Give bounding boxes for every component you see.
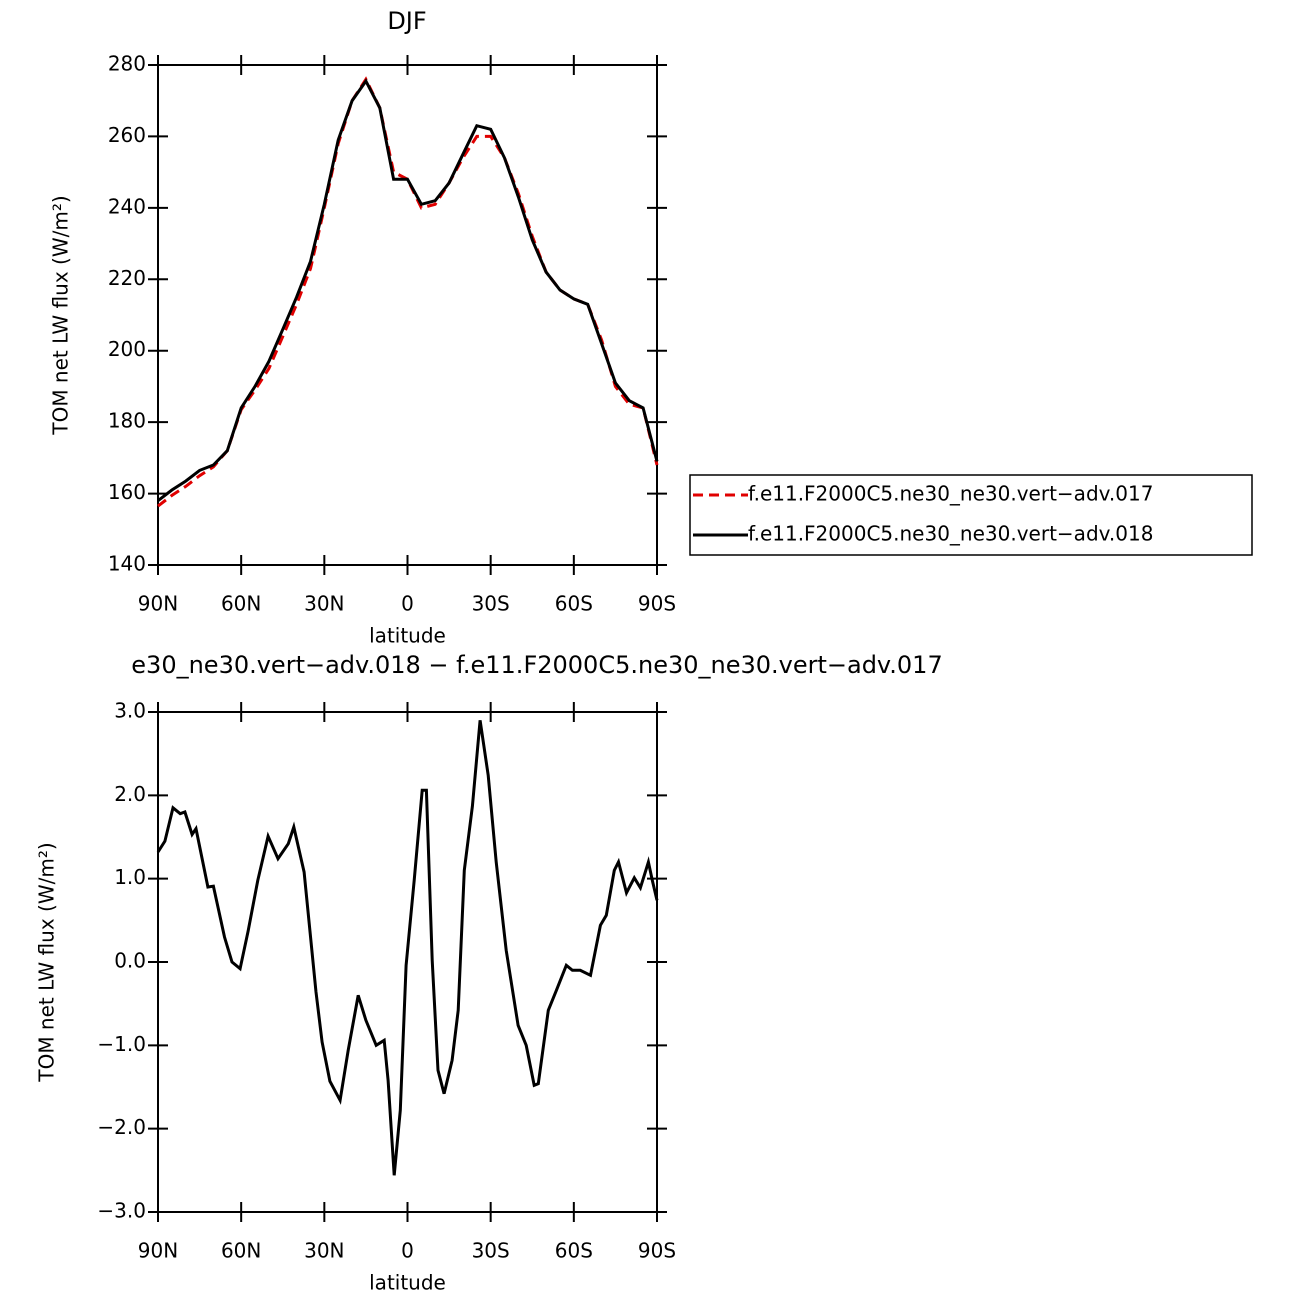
y-axis-label: TOM net LW flux (W/m²)	[49, 195, 73, 435]
legend-label: f.e11.F2000C5.ne30_ne30.vert−adv.017	[748, 482, 1153, 506]
y-tick-label: −2.0	[97, 1115, 146, 1139]
y-tick-label: −1.0	[97, 1032, 146, 1056]
plot-frame	[157, 64, 658, 566]
y-tick-label: 2.0	[114, 782, 146, 806]
x-tick-label: 0	[401, 1239, 414, 1263]
x-axis-label: latitude	[369, 1271, 446, 1295]
y-tick-label: 140	[108, 552, 146, 576]
chart-title: DJF	[387, 7, 426, 35]
y-tick-label: 220	[108, 266, 146, 290]
x-tick-label: 30N	[304, 1239, 344, 1263]
y-tick-label: 160	[108, 480, 146, 504]
x-tick-label: 90N	[138, 1239, 178, 1263]
plot-frame	[157, 711, 658, 1213]
y-tick-label: 180	[108, 409, 146, 433]
y-tick-label: 0.0	[114, 949, 146, 973]
y-tick-label: −3.0	[97, 1199, 146, 1223]
y-tick-label: 240	[108, 194, 146, 218]
x-axis-label: latitude	[369, 624, 446, 648]
data-line	[157, 78, 659, 502]
y-tick-label: 280	[108, 52, 146, 76]
chart-title: e30_ne30.vert−adv.018 − f.e11.F2000C5.ne…	[131, 651, 942, 679]
legend-label: f.e11.F2000C5.ne30_ne30.vert−adv.018	[748, 522, 1153, 546]
y-tick-label: 200	[108, 337, 146, 361]
x-tick-label: 90S	[638, 592, 676, 616]
x-tick-label: 90S	[638, 1239, 676, 1263]
x-tick-label: 60N	[221, 1239, 261, 1263]
y-tick-label: 3.0	[114, 699, 146, 723]
x-tick-label: 90N	[138, 592, 178, 616]
x-tick-label: 60N	[221, 592, 261, 616]
data-line	[156, 720, 659, 1176]
x-tick-label: 0	[401, 592, 414, 616]
x-tick-label: 60S	[555, 592, 593, 616]
data-line	[157, 76, 659, 508]
x-tick-label: 60S	[555, 1239, 593, 1263]
x-tick-label: 30S	[472, 1239, 510, 1263]
x-tick-label: 30S	[472, 592, 510, 616]
legend-box	[689, 474, 1253, 556]
y-tick-label: 1.0	[114, 865, 146, 889]
y-tick-label: 260	[108, 123, 146, 147]
y-axis-label: TOM net LW flux (W/m²)	[35, 842, 59, 1082]
x-tick-label: 30N	[304, 592, 344, 616]
